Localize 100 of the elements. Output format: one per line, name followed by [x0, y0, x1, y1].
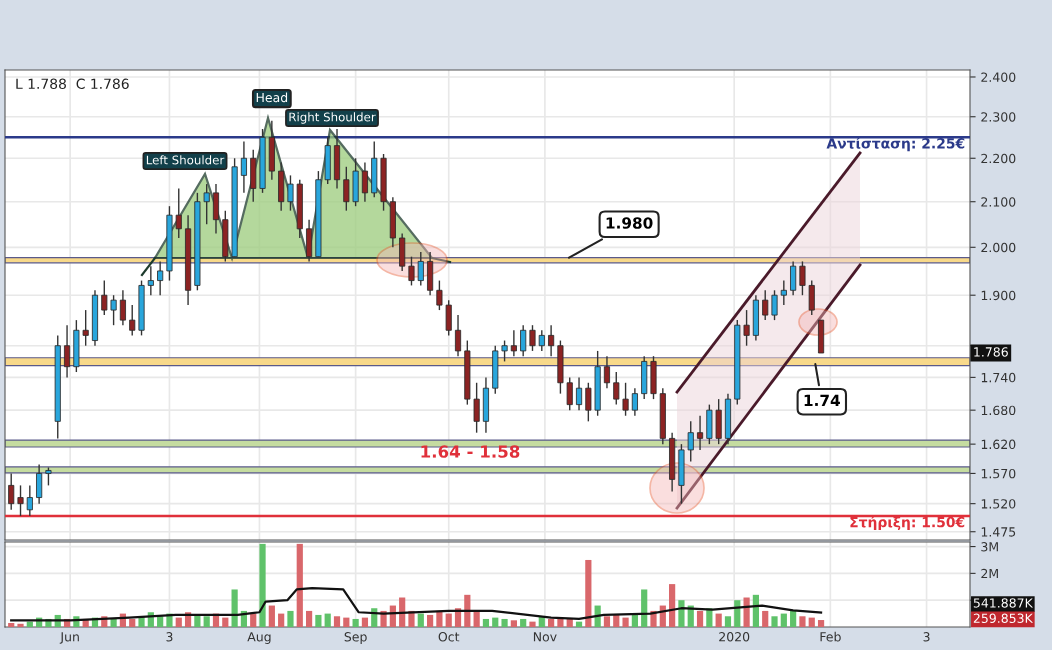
y-tick-label: 2.200 [981, 153, 1016, 164]
candlestick [585, 382, 592, 423]
y-tick-label: 2.300 [981, 112, 1016, 122]
x-tick-label: 2020 [719, 632, 750, 642]
candlestick [501, 339, 508, 363]
candlestick [548, 324, 555, 357]
annotation: L 1.788 C 1.786 [16, 78, 129, 90]
annotation: 1.980 [606, 217, 653, 229]
bar [203, 616, 210, 627]
candlestick [696, 415, 704, 451]
bar [501, 618, 508, 627]
candlestick [240, 140, 247, 194]
y-tick-label: 2.400 [981, 72, 1016, 82]
y-tick-label: 1.680 [981, 405, 1016, 416]
x-tick-label: Jun [59, 632, 79, 644]
bar [529, 621, 536, 627]
bar [175, 617, 182, 627]
bar [678, 600, 685, 627]
bar [799, 616, 806, 627]
bar [287, 610, 294, 627]
candlestick [175, 187, 182, 239]
x-tick-label: Feb [820, 631, 841, 642]
bar [250, 613, 257, 627]
annotation: Head [256, 92, 288, 103]
bar [715, 613, 722, 627]
ref-line-label: Αντίσταση: 2.25€ [826, 137, 965, 152]
bar [8, 622, 15, 627]
x-tick-label: 3 [923, 632, 930, 642]
candlestick [454, 314, 462, 357]
bar [445, 613, 452, 627]
annotation: 1.786 [974, 347, 1008, 357]
bar [724, 616, 732, 627]
candlestick [287, 174, 294, 212]
candlestick [64, 324, 71, 379]
candlestick [575, 376, 583, 411]
bar [352, 618, 359, 627]
candlestick [157, 260, 164, 296]
candlestick [613, 371, 620, 406]
text: 259.853K [973, 613, 1034, 623]
bar [436, 610, 443, 627]
candlestick [110, 294, 117, 326]
candlestick [520, 324, 527, 357]
bar [603, 616, 611, 627]
bar [268, 605, 275, 627]
x-tick-label: Sep [344, 632, 367, 644]
candlestick [417, 251, 424, 287]
y-tick-label: 1.620 [981, 439, 1016, 450]
x-tick-label: 3 [166, 632, 173, 642]
bar [752, 594, 759, 627]
candlestick [473, 382, 480, 434]
candlestick [687, 420, 694, 463]
text: 541.887K [973, 598, 1034, 608]
bar [417, 613, 424, 627]
bar [696, 610, 704, 627]
bar [790, 610, 797, 627]
annotation: 1.74 [804, 394, 840, 406]
candlestick [510, 329, 517, 357]
bar [585, 559, 592, 627]
y-tick-label: 1.900 [981, 290, 1016, 301]
y-tick-label: 2.100 [981, 197, 1016, 207]
bar [129, 618, 136, 627]
bar [426, 614, 434, 627]
candlestick [147, 265, 154, 296]
bar [324, 613, 331, 627]
bar [817, 620, 825, 627]
y-tick-label: 1.520 [981, 499, 1016, 509]
bar [296, 543, 303, 627]
bar [771, 616, 778, 627]
candlestick [129, 304, 136, 337]
bar [510, 620, 517, 627]
candlestick [566, 376, 573, 411]
bar [780, 613, 787, 627]
bar [762, 610, 769, 627]
line-series [10, 587, 823, 622]
candlestick [203, 183, 210, 225]
bar [26, 621, 33, 627]
candlestick [538, 329, 545, 352]
bar [548, 618, 555, 627]
candlestick [529, 324, 536, 352]
annotation: 1.64 - 1.58 [421, 445, 520, 458]
bar [557, 617, 564, 627]
bar [157, 616, 164, 627]
annotation: Right Shoulder [289, 112, 376, 124]
candlestick [82, 309, 89, 347]
bar [343, 617, 350, 627]
candlestick [26, 484, 33, 517]
candlestick [408, 255, 415, 287]
bar [622, 617, 629, 627]
candlestick [17, 484, 24, 517]
bar [231, 589, 238, 627]
bar [222, 617, 229, 627]
bar [333, 616, 341, 627]
x-tick-label: Aug [247, 632, 271, 644]
y-tick-label: 1.570 [981, 468, 1016, 479]
y-tick-label: 1.740 [981, 372, 1016, 383]
candlestick [743, 309, 750, 347]
bar [520, 618, 527, 627]
y-tick-label: 2.000 [981, 242, 1016, 253]
candlestick [799, 260, 806, 296]
candlestick [436, 279, 443, 311]
